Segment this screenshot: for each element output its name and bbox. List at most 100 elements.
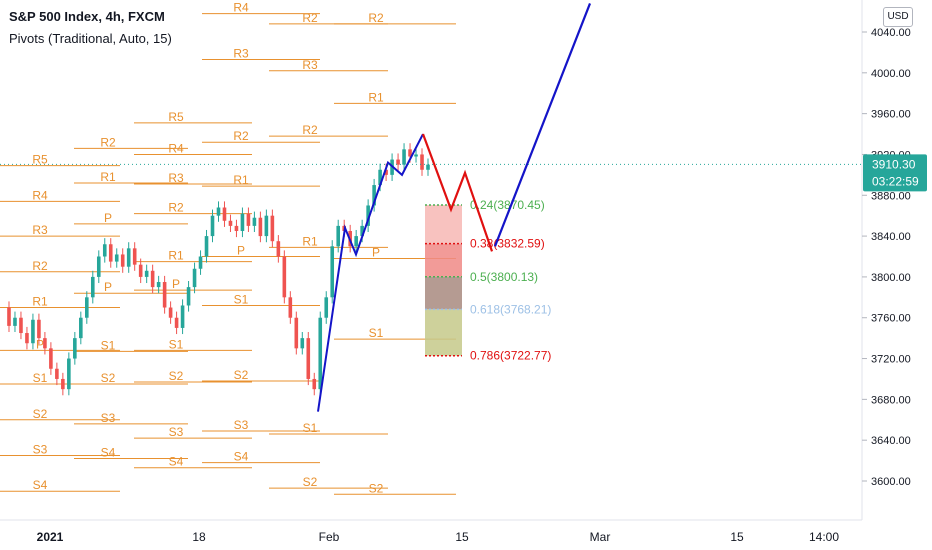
pivot-label: S2 bbox=[234, 368, 249, 382]
price-tag-box bbox=[863, 154, 927, 192]
fib-level-label: 0.618(3768.21) bbox=[470, 302, 551, 316]
pivot-label: S2 bbox=[169, 369, 184, 383]
fib-zone bbox=[425, 243, 462, 277]
pivot-label: S1 bbox=[101, 338, 116, 352]
currency-button[interactable]: USD bbox=[883, 7, 913, 27]
y-tick-label: 3640.00 bbox=[871, 435, 911, 447]
candle-body bbox=[318, 317, 323, 390]
x-tick-label: 18 bbox=[192, 530, 206, 544]
pivot-label: S1 bbox=[369, 326, 384, 340]
candle-body bbox=[114, 254, 119, 262]
pivot-label: S2 bbox=[33, 407, 48, 421]
candle-body bbox=[396, 159, 400, 165]
candle-body bbox=[144, 270, 149, 277]
pivot-label: S1 bbox=[33, 371, 48, 385]
pivot-label: S3 bbox=[33, 442, 48, 456]
candle-body bbox=[408, 149, 412, 157]
forecast-up-line bbox=[317, 133, 424, 412]
candle-body bbox=[324, 297, 329, 318]
pivot-label: R1 bbox=[168, 249, 184, 263]
candle-body bbox=[384, 169, 388, 175]
fib-zone bbox=[425, 276, 462, 310]
pivot-label: S3 bbox=[234, 418, 249, 432]
pivot-label: S3 bbox=[169, 425, 184, 439]
candle-body bbox=[270, 215, 275, 242]
pivot-label: R2 bbox=[32, 259, 48, 273]
candle-body bbox=[330, 246, 335, 298]
candle-body bbox=[306, 338, 311, 379]
candle-body bbox=[258, 217, 263, 237]
candle-body bbox=[7, 307, 11, 326]
candle-body bbox=[96, 256, 101, 277]
pivot-label: R3 bbox=[233, 47, 249, 61]
pivot-label: P bbox=[237, 244, 245, 258]
x-tick-label: 15 bbox=[730, 530, 744, 544]
candle-body bbox=[216, 207, 221, 216]
pivot-label: S4 bbox=[169, 455, 184, 469]
forecast-up2-line bbox=[493, 3, 592, 247]
candle-body bbox=[264, 215, 269, 237]
candle-body bbox=[378, 169, 382, 186]
fib-level-label: 0.786(3722.77) bbox=[470, 349, 551, 363]
candle-body bbox=[73, 338, 77, 359]
candle-body bbox=[228, 220, 233, 226]
x-tick-label: Mar bbox=[590, 530, 611, 544]
pivot-label: R3 bbox=[32, 223, 48, 237]
candle-body bbox=[336, 225, 341, 247]
pivot-label: R1 bbox=[32, 295, 48, 309]
y-tick-label: 3800.00 bbox=[871, 272, 911, 284]
pivot-label: S2 bbox=[101, 371, 116, 385]
pivot-label: P bbox=[172, 277, 180, 291]
candle-body bbox=[420, 154, 424, 170]
pivot-label: P bbox=[372, 246, 380, 260]
pivot-label: R2 bbox=[302, 123, 318, 137]
candle-body bbox=[414, 154, 418, 157]
candle-body bbox=[31, 319, 35, 344]
y-tick-label: 3840.00 bbox=[871, 231, 911, 243]
candle-body bbox=[108, 244, 113, 262]
pivot-label: R4 bbox=[233, 1, 249, 15]
candle-body bbox=[282, 256, 287, 298]
y-tick-label: 3680.00 bbox=[871, 394, 911, 406]
fib-level-label: 0.38(3832.59) bbox=[470, 237, 545, 251]
pivot-label: P bbox=[36, 337, 44, 351]
candle-body bbox=[162, 282, 167, 308]
pivot-label: R1 bbox=[233, 173, 249, 187]
candle-body bbox=[192, 268, 197, 288]
pivot-label: R4 bbox=[32, 188, 48, 202]
x-tick-label: Feb bbox=[319, 530, 340, 544]
candle-body bbox=[61, 378, 65, 390]
forecast-down-line bbox=[421, 133, 494, 252]
pivot-label: R1 bbox=[302, 234, 318, 248]
pivot-label: S1 bbox=[234, 292, 249, 306]
candle-body bbox=[132, 248, 137, 265]
pivot-label: S4 bbox=[101, 446, 116, 460]
candle-body bbox=[43, 338, 47, 349]
candle-body bbox=[204, 236, 209, 257]
candle-body bbox=[19, 317, 23, 334]
candle-body bbox=[150, 270, 155, 288]
fib-level-label: 0.24(3870.45) bbox=[470, 198, 545, 212]
candle-body bbox=[222, 207, 227, 221]
candle-body bbox=[168, 307, 173, 318]
candle-body bbox=[55, 368, 59, 379]
pivot-label: S1 bbox=[303, 421, 318, 435]
pivot-label: R3 bbox=[302, 58, 318, 72]
x-tick-label: 14:00 bbox=[809, 530, 839, 544]
pivot-label: S3 bbox=[101, 411, 116, 425]
y-tick-label: 3760.00 bbox=[871, 313, 911, 325]
candle-body bbox=[120, 254, 125, 267]
candle-body bbox=[366, 205, 370, 226]
pivot-label: R5 bbox=[168, 110, 184, 124]
x-tick-label: 2021 bbox=[37, 530, 64, 544]
pivot-label: S1 bbox=[169, 337, 184, 351]
candle-body bbox=[49, 348, 53, 369]
candle-body bbox=[234, 225, 239, 231]
y-tick-label: 3880.00 bbox=[871, 190, 911, 202]
pivot-label: R2 bbox=[100, 135, 116, 149]
candle-body bbox=[102, 244, 107, 257]
candle-body bbox=[276, 241, 281, 257]
pivot-label: R1 bbox=[368, 90, 384, 104]
candle-body bbox=[240, 213, 245, 231]
